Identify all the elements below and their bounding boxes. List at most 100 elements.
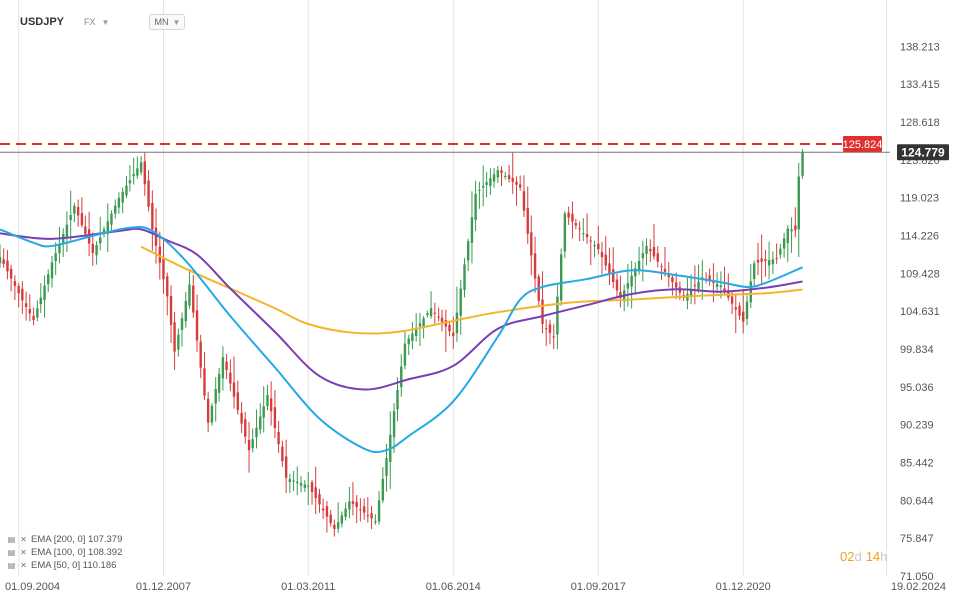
candle (192, 274, 195, 318)
candle (660, 263, 663, 281)
timeframe-dropdown[interactable]: MN ▼ (149, 14, 186, 30)
countdown-hours: 14 (865, 549, 881, 564)
candle-body (95, 245, 98, 256)
y-tick-label: 80.644 (900, 495, 934, 507)
candle-body (321, 508, 325, 511)
candle (518, 175, 522, 191)
candle (790, 217, 793, 253)
close-icon[interactable]: ✕ (20, 561, 27, 570)
chevron-down-icon[interactable]: ▼ (101, 17, 110, 27)
candle (559, 248, 563, 306)
candle (641, 240, 645, 282)
candle (794, 207, 797, 238)
candle (269, 381, 273, 426)
candle (188, 268, 191, 309)
close-icon[interactable]: ✕ (20, 548, 27, 557)
candle (266, 384, 269, 411)
candle (340, 511, 344, 528)
candle-body (374, 521, 377, 523)
candle-body (697, 281, 700, 290)
candle-body (604, 254, 607, 266)
candle-body (574, 223, 578, 226)
candle (132, 157, 135, 185)
candle (771, 251, 775, 274)
candle (582, 218, 585, 242)
candle (114, 199, 117, 219)
candle-body (381, 478, 385, 501)
candle (251, 428, 254, 453)
candle-body (712, 282, 715, 284)
candle (318, 488, 321, 513)
candle-body (544, 328, 548, 330)
candle-body (608, 263, 611, 274)
candle (407, 334, 410, 355)
candle (36, 300, 39, 322)
candle (344, 502, 347, 521)
candle-body (366, 515, 370, 517)
candle (80, 197, 84, 228)
candle-body (259, 416, 262, 430)
candle (348, 486, 351, 519)
candle (110, 210, 113, 233)
candle-body (340, 515, 344, 524)
candle-body (723, 288, 726, 292)
time-axis: 01.09.2004 01.12.2007 01.03.2011 01.06.2014… (5, 581, 946, 593)
candle-body (396, 389, 399, 410)
candle (214, 377, 217, 422)
candle-body (277, 431, 280, 445)
candle-body (147, 180, 150, 207)
candle (429, 291, 433, 319)
candle-body (414, 328, 418, 336)
candle-body (43, 285, 46, 301)
candle (166, 272, 169, 316)
candle (481, 165, 485, 207)
candle (47, 269, 50, 292)
candle (682, 289, 685, 301)
candle (403, 331, 407, 370)
candle (552, 324, 555, 350)
candle (225, 353, 228, 380)
candle-body (589, 240, 592, 242)
candle (786, 225, 789, 262)
candle (437, 307, 440, 322)
candle (117, 192, 121, 214)
candle-body (756, 259, 760, 263)
candle (180, 312, 184, 347)
settings-icon[interactable]: ▤ (7, 561, 16, 570)
candle (359, 498, 362, 522)
candle (0, 244, 2, 268)
candle (452, 316, 455, 349)
y-tick-label: 128.618 (900, 117, 940, 129)
symbol-name[interactable]: USDJPY (20, 16, 65, 28)
candle-body (121, 191, 124, 203)
candle-body (288, 479, 292, 483)
candle-body (500, 170, 503, 174)
market-type[interactable]: FX (84, 17, 96, 27)
candle-body (507, 175, 511, 179)
candle (704, 272, 708, 284)
ema-200-line (140, 245, 803, 335)
settings-icon[interactable]: ▤ (7, 535, 16, 544)
close-icon[interactable]: ✕ (20, 535, 27, 544)
candle-body (660, 266, 663, 268)
candle (463, 258, 466, 298)
candle-body (299, 483, 303, 486)
candle (444, 309, 448, 352)
candle (656, 246, 659, 268)
candle (615, 273, 619, 299)
candle-body (143, 161, 146, 185)
candle (478, 181, 481, 209)
candle (600, 242, 604, 275)
candle-body (734, 307, 737, 310)
candle (277, 420, 280, 453)
y-tick-label: 133.415 (900, 79, 940, 91)
candle (210, 403, 214, 426)
candle (782, 232, 786, 258)
candle (686, 277, 689, 310)
candle-body (39, 297, 42, 305)
candle-body (626, 283, 630, 289)
resistance-price-tag: 125.824 (843, 136, 882, 153)
settings-icon[interactable]: ▤ (7, 548, 16, 557)
x-tick-label: 01.09.2017 (571, 581, 626, 593)
